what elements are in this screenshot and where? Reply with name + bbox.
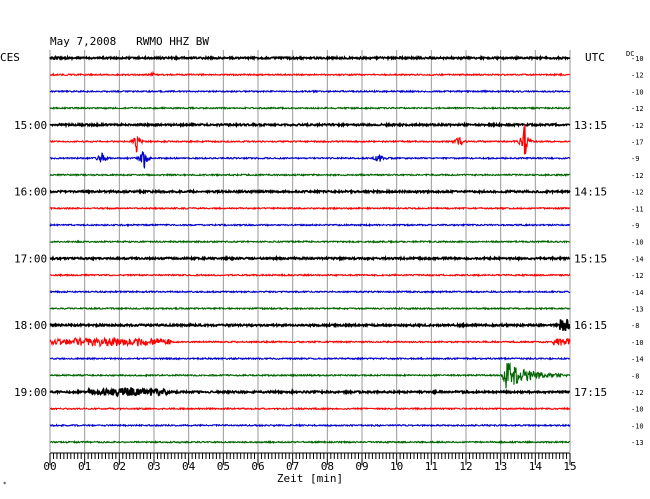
seismogram-trace-1 [49,70,571,77]
dc-offset-label: -17 [631,139,644,147]
x-tick-label: 06 [251,460,264,473]
x-tick-label: 14 [529,460,543,473]
seismogram-trace-10 [49,222,571,228]
dc-offset-label: -12 [631,105,644,113]
hour-labels: 15:00 16:00 17:00 18:00 19:00 13:15 14:15 15:15… [14,119,607,399]
left-hour-label: 16:00 [14,186,47,199]
x-tick-label: 11 [425,460,438,473]
seismogram-trace-6 [49,151,571,169]
trace-group [49,54,571,445]
x-axis-label: Zeit [min] [277,472,343,485]
seismogram-trace-15 [49,306,571,311]
x-tick-label: 00 [43,460,56,473]
dc-offset-label: -10 [631,406,644,414]
seismogram-trace-22 [49,423,571,428]
x-tick-label: 04 [182,460,196,473]
seismogram-trace-14 [49,289,571,294]
x-tick-label: 05 [217,460,230,473]
dc-offset-label: -12 [631,72,644,80]
dc-offset-label: -12 [631,122,644,130]
x-tick-label: 10 [390,460,403,473]
seismogram-trace-17 [49,336,571,348]
dc-offset-label: -12 [631,389,644,397]
seismogram-trace-21 [49,406,571,411]
seismogram-trace-18 [49,356,571,361]
left-hour-label: 15:00 [14,119,47,132]
x-tick-label: 08 [321,460,334,473]
x-tick-label: 13 [494,460,507,473]
seismogram-trace-13 [49,273,571,278]
right-hour-label: 14:15 [574,186,607,199]
dc-offset-label: -14 [631,289,644,297]
dc-offset-label: -11 [631,205,644,213]
chart-title: May 7,2008 RWMO HHZ BW [50,35,209,48]
dc-label: DC [626,50,634,58]
seismogram-trace-9 [49,206,571,211]
seismogram-trace-5 [49,124,571,155]
dc-offset-label: -8 [631,322,639,330]
dc-offset-labels: -10 -12 -10 -12 -12 -17 -9 -12 -12 -11 -9 -10 -14 -12… [631,55,644,447]
x-tick-label: 09 [355,460,368,473]
seismogram-trace-3 [49,105,571,111]
seismogram-trace-11 [49,239,571,244]
x-tick-label: 07 [286,460,299,473]
dc-offset-label: -10 [631,55,644,63]
dc-offset-label: -9 [631,155,639,163]
dc-offset-label: -10 [631,339,644,347]
dc-offset-label: -8 [631,372,639,380]
x-tick-label: 03 [147,460,160,473]
seismogram-trace-0 [49,54,571,62]
left-hour-label: 18:00 [14,319,47,332]
right-axis-label: UTC [585,51,605,64]
seismogram-trace-12 [49,254,571,262]
seismogram-trace-20 [49,386,571,398]
seismogram-trace-19 [49,362,571,389]
seismogram-trace-23 [49,439,571,445]
left-hour-label: 19:00 [14,386,47,399]
dc-offset-label: -12 [631,172,644,180]
x-tick-label: 01 [78,460,91,473]
seismogram-trace-8 [49,188,571,196]
dc-offset-label: -14 [631,255,644,263]
seismogram-trace-2 [49,89,571,94]
x-tick-label: 12 [459,460,472,473]
seismogram-trace-7 [49,172,571,178]
dc-offset-label: -9 [631,222,639,230]
corner-mark: * [3,481,7,488]
dc-offset-label: -10 [631,239,644,247]
right-hour-label: 13:15 [574,119,607,132]
x-tick-label: 02 [113,460,126,473]
left-axis-label: CES [0,51,20,64]
right-hour-label: 15:15 [574,252,607,265]
dc-offset-label: -12 [631,272,644,280]
dc-offset-label: -10 [631,422,644,430]
dc-offset-label: -13 [631,306,644,314]
x-tick-label: 15 [563,460,576,473]
dc-offset-label: -13 [631,439,644,447]
dc-offset-label: -10 [631,88,644,96]
right-hour-label: 17:15 [574,386,607,399]
right-hour-label: 16:15 [574,319,607,332]
dc-offset-label: -12 [631,189,644,197]
x-axis: 00 01 02 03 04 05 06 07 08 09 10 11 12 13 14 15 [43,452,577,473]
seismogram-trace-16 [49,318,571,332]
dc-offset-label: -14 [631,356,644,364]
grid-lines [49,50,571,452]
left-hour-label: 17:00 [14,252,47,265]
seismogram-trace-4 [49,121,571,129]
